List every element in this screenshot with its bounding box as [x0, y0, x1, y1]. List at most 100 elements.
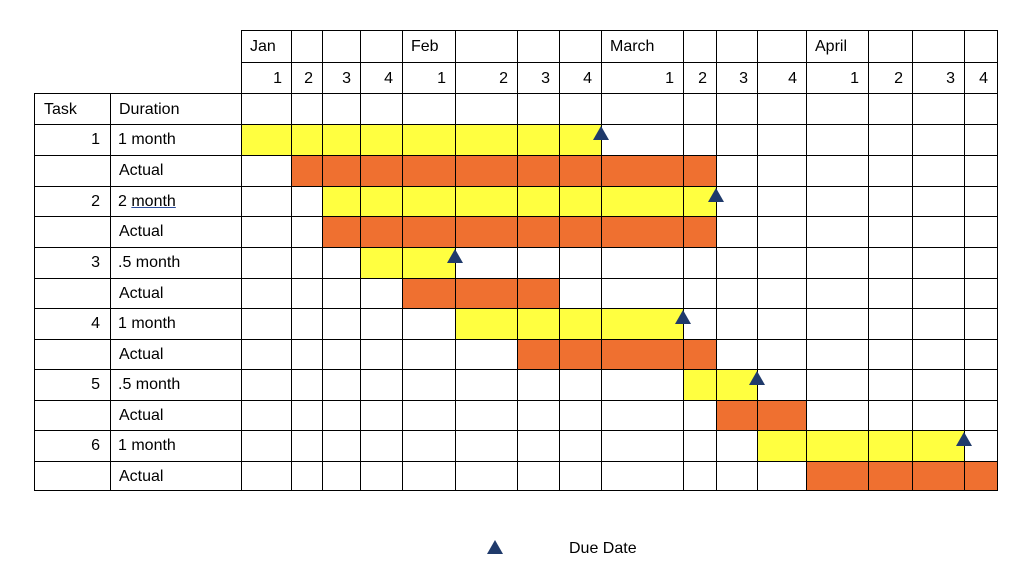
week-label: 3: [946, 70, 955, 87]
grid-line-v: [715, 30, 717, 63]
grid-line-h: [34, 489, 998, 491]
column-header-task: Task: [44, 101, 77, 118]
due-date-marker-icon: [447, 249, 463, 263]
week-label: 1: [437, 70, 446, 87]
week-label: 4: [583, 70, 592, 87]
grid-line-h: [34, 307, 998, 309]
actual-bar: [716, 400, 806, 430]
week-label: 4: [384, 70, 393, 87]
task-actual-label: Actual: [119, 468, 164, 485]
week-label: 2: [304, 70, 313, 87]
week-label: 3: [739, 70, 748, 87]
planned-bar: [322, 186, 716, 216]
grid-line-h: [34, 154, 998, 156]
grid-line-v: [558, 62, 560, 491]
task-actual-label: Actual: [119, 162, 164, 179]
task-duration: .5 month: [118, 254, 181, 271]
task-duration: 1 month: [118, 437, 176, 454]
grid-line-h: [241, 61, 998, 63]
grid-line-v: [805, 30, 807, 63]
due-date-marker-icon: [593, 126, 609, 140]
week-label: 1: [665, 70, 674, 87]
actual-bar: [291, 155, 716, 186]
grid-line-v: [756, 62, 758, 491]
task-actual-label: Actual: [119, 407, 164, 424]
task-id: 5: [91, 376, 100, 393]
grid-line-v: [600, 30, 602, 491]
grid-line-v: [867, 30, 869, 63]
grid-line-v: [321, 30, 323, 63]
grid-line-h: [241, 29, 998, 31]
task-id: 4: [91, 315, 100, 332]
grid-line-h: [34, 123, 998, 125]
grid-line-v: [359, 62, 361, 491]
task-actual-label: Actual: [119, 223, 164, 240]
grid-line-h: [34, 368, 998, 370]
actual-bar: [517, 339, 716, 369]
grid-line-v: [454, 30, 456, 63]
grid-line-v: [682, 62, 684, 491]
grid-line-v: [911, 30, 913, 63]
grid-line-v: [996, 30, 998, 63]
task-duration: 2 month: [118, 193, 176, 210]
grid-line-v: [756, 30, 758, 63]
task-duration: 1 month: [118, 131, 176, 148]
week-label: 1: [273, 70, 282, 87]
column-header-duration: Duration: [119, 101, 180, 118]
grid-line-v: [359, 30, 361, 63]
grid-line-v: [600, 30, 602, 63]
month-label: Feb: [411, 38, 439, 55]
task-actual-label: Actual: [119, 346, 164, 363]
grid-line-v: [109, 93, 111, 491]
week-label: 4: [788, 70, 797, 87]
grid-line-v: [996, 30, 998, 491]
month-label: March: [610, 38, 655, 55]
grid-line-h: [34, 92, 998, 94]
grid-line-h: [34, 399, 998, 401]
task-actual-label: Actual: [119, 285, 164, 302]
grid-line-v: [321, 62, 323, 491]
month-label: April: [815, 38, 848, 55]
week-label: 3: [541, 70, 550, 87]
grid-line-v: [240, 30, 242, 63]
task-duration: 1 month: [118, 315, 176, 332]
grid-line-v: [290, 62, 292, 491]
task-id: 3: [91, 254, 100, 271]
week-label: 2: [698, 70, 707, 87]
grid-line-h: [34, 215, 998, 217]
month-label: Jan: [250, 38, 276, 55]
planned-bar: [360, 247, 455, 278]
week-label: 2: [894, 70, 903, 87]
planned-bar: [455, 308, 683, 339]
task-duration: .5 month: [118, 376, 181, 393]
grid-line-v: [867, 62, 869, 491]
grid-line-v: [682, 30, 684, 63]
planned-bar: [683, 369, 757, 400]
task-id: 1: [91, 131, 100, 148]
week-label: 1: [850, 70, 859, 87]
actual-bar: [402, 278, 559, 308]
grid-line-h: [34, 460, 998, 462]
grid-line-v: [401, 30, 403, 63]
grid-line-v: [963, 62, 965, 491]
due-date-marker-icon: [749, 371, 765, 385]
grid-line-v: [454, 62, 456, 491]
grid-line-v: [33, 93, 35, 491]
grid-line-h: [34, 429, 998, 431]
legend-label: Due Date: [569, 540, 637, 557]
grid-line-v: [240, 30, 242, 491]
due-date-marker-icon: [675, 310, 691, 324]
grid-line-v: [516, 62, 518, 491]
task-id: 6: [91, 437, 100, 454]
grid-line-h: [34, 246, 998, 248]
week-label: 4: [979, 70, 988, 87]
actual-bar: [322, 216, 716, 247]
grid-line-v: [963, 30, 965, 63]
grid-line-v: [290, 30, 292, 63]
grid-line-v: [558, 30, 560, 63]
planned-bar: [241, 124, 601, 155]
due-date-marker-icon: [956, 432, 972, 446]
week-label: 3: [342, 70, 351, 87]
grid-line-v: [911, 62, 913, 491]
grid-line-v: [401, 30, 403, 491]
